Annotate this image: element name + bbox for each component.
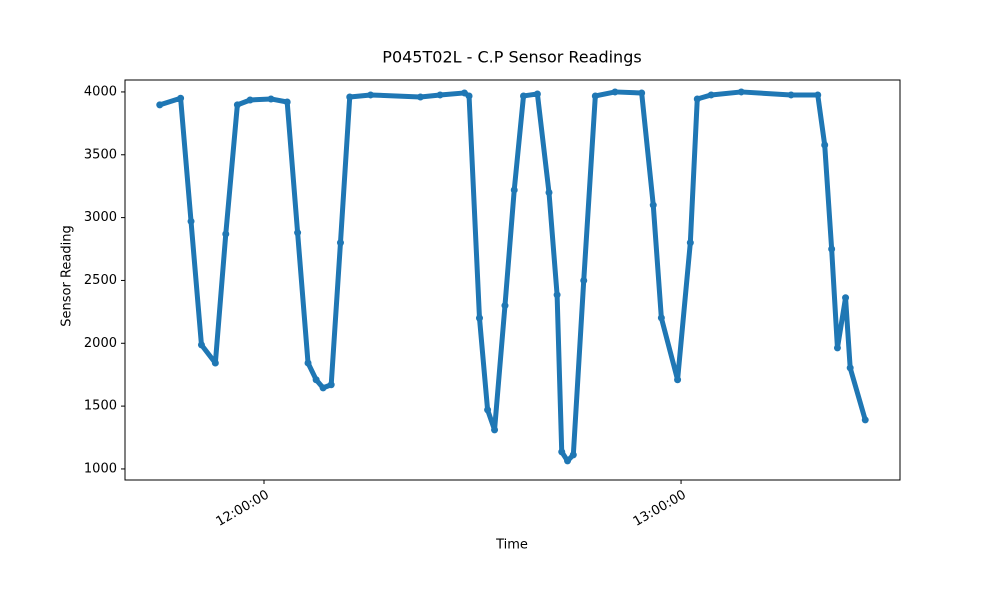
point (187, 217, 195, 225)
point (156, 101, 164, 109)
point (416, 93, 424, 101)
point (861, 416, 869, 424)
point (465, 92, 473, 100)
point (501, 302, 509, 310)
point (833, 344, 841, 352)
point (821, 141, 829, 149)
point (674, 376, 682, 384)
point (491, 426, 499, 434)
y-tick-label: 1000 (84, 461, 117, 476)
point (222, 230, 230, 238)
point (510, 186, 518, 194)
point (842, 294, 850, 302)
point (327, 381, 335, 389)
point (611, 88, 619, 96)
point (558, 448, 566, 456)
point (520, 92, 528, 100)
point (657, 314, 665, 322)
point (484, 406, 492, 414)
y-tick-label: 2500 (84, 273, 117, 288)
y-tick-label: 4000 (84, 84, 117, 99)
point (312, 376, 320, 384)
point (569, 451, 577, 459)
point (545, 188, 553, 196)
x-axis-label: Time (495, 538, 528, 553)
point (177, 94, 185, 102)
y-tick-label: 3500 (84, 147, 117, 162)
point (294, 229, 302, 237)
point (686, 239, 694, 247)
point (233, 101, 241, 109)
point (319, 384, 327, 392)
plot-frame (124, 79, 901, 481)
point (304, 359, 312, 367)
x-tick-label: 12:00:00 (214, 488, 272, 530)
point (346, 93, 354, 101)
point (707, 91, 715, 99)
point (283, 98, 291, 106)
point (336, 239, 344, 247)
point (211, 359, 219, 367)
point (564, 457, 572, 465)
y-tick-label: 1500 (84, 399, 117, 414)
y-tick-label: 3000 (84, 210, 117, 225)
x-tick-label: 13:00:00 (631, 488, 689, 530)
point (580, 276, 588, 284)
series-line (158, 89, 868, 464)
point (846, 364, 854, 372)
point (553, 291, 561, 299)
point (197, 341, 205, 349)
point (591, 92, 599, 100)
y-tick-label: 2000 (84, 336, 117, 351)
y-axis-label: Sensor Reading (60, 225, 75, 326)
point (814, 91, 822, 99)
point (649, 201, 657, 209)
point (533, 90, 541, 98)
point (267, 95, 275, 103)
point (828, 245, 836, 253)
point (693, 95, 701, 103)
chart-title: P045T02L - C.P Sensor Readings (382, 48, 641, 67)
point (246, 96, 254, 104)
point (737, 88, 745, 96)
point (787, 91, 795, 99)
point (475, 314, 483, 322)
point (367, 91, 375, 99)
point (436, 91, 444, 99)
point (638, 89, 646, 97)
